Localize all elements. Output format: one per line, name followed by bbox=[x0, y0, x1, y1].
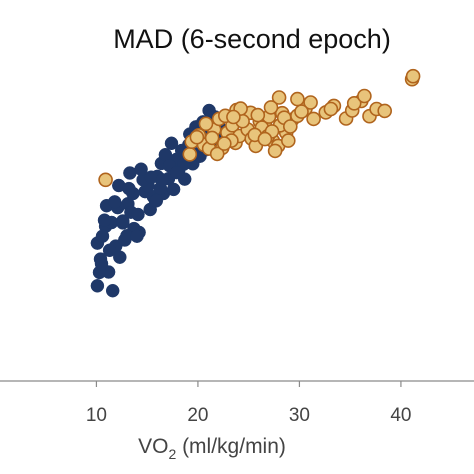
data-point bbox=[217, 136, 232, 151]
series-2-points bbox=[98, 68, 421, 188]
data-point bbox=[149, 194, 164, 208]
data-point bbox=[209, 146, 225, 162]
data-point bbox=[263, 100, 279, 115]
x-tick-label: 40 bbox=[390, 405, 411, 426]
data-point bbox=[166, 182, 181, 197]
chart-title: MAD (6-second epoch) bbox=[113, 24, 391, 54]
data-point bbox=[130, 229, 144, 243]
data-point bbox=[122, 181, 136, 196]
series-1-points bbox=[90, 103, 233, 298]
data-point bbox=[95, 229, 110, 243]
data-point bbox=[144, 170, 158, 184]
data-point bbox=[134, 162, 148, 176]
plot-area bbox=[90, 68, 421, 298]
data-point bbox=[102, 243, 117, 258]
data-point bbox=[282, 119, 298, 134]
x-axis-label: VO2 (ml/kg/min) bbox=[138, 435, 286, 462]
data-point bbox=[105, 283, 120, 298]
data-point bbox=[250, 107, 266, 123]
data-point bbox=[294, 104, 309, 119]
x-tick-label: 30 bbox=[289, 405, 310, 426]
data-point bbox=[131, 207, 145, 222]
data-point bbox=[405, 68, 421, 84]
data-point bbox=[323, 101, 339, 117]
data-point bbox=[271, 90, 287, 105]
x-tick-label: 20 bbox=[187, 405, 208, 426]
data-point bbox=[267, 143, 283, 159]
data-point bbox=[90, 279, 105, 293]
data-point bbox=[182, 147, 198, 162]
x-axis-ticks: 10 20 30 40 bbox=[86, 381, 411, 426]
data-point bbox=[204, 130, 220, 146]
data-point bbox=[346, 96, 362, 111]
data-point bbox=[198, 116, 214, 132]
data-point bbox=[169, 165, 184, 180]
data-point bbox=[116, 216, 130, 230]
data-point bbox=[94, 256, 109, 271]
x-axis-label-units: (ml/kg/min) bbox=[176, 435, 286, 458]
data-point bbox=[377, 103, 393, 119]
data-point bbox=[113, 250, 127, 264]
data-point bbox=[226, 109, 241, 125]
data-point bbox=[189, 129, 205, 145]
data-point bbox=[107, 195, 122, 209]
x-axis-label-subscript: 2 bbox=[168, 446, 176, 462]
data-point bbox=[303, 95, 318, 110]
data-point bbox=[306, 111, 321, 127]
data-point bbox=[280, 133, 296, 148]
data-point bbox=[290, 91, 305, 107]
data-point bbox=[98, 172, 113, 188]
data-point bbox=[155, 173, 170, 187]
x-tick-label: 10 bbox=[86, 405, 107, 426]
data-point bbox=[97, 213, 112, 227]
data-point bbox=[164, 136, 179, 151]
x-axis-label-main: VO bbox=[138, 435, 168, 458]
data-point bbox=[357, 88, 372, 104]
data-point bbox=[257, 131, 273, 147]
